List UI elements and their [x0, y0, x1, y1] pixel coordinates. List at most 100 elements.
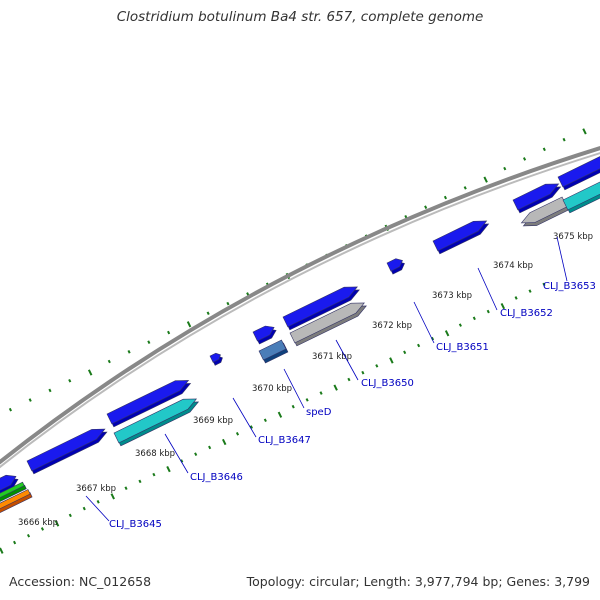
cds-arrow	[252, 325, 275, 342]
inner-tick	[375, 364, 379, 368]
outer-tick	[206, 311, 210, 316]
inner-tick	[500, 302, 506, 310]
outer-tick	[542, 147, 546, 152]
inner-tick	[180, 459, 184, 463]
inner-tick	[528, 289, 532, 293]
inner-tick	[40, 527, 45, 531]
tick-label: 3669 kbp	[193, 416, 233, 426]
gene-leader-line	[556, 236, 568, 282]
accession-label: Accession: NC_012658	[9, 574, 152, 589]
backbone-arc-inner	[0, 152, 600, 469]
inner-tick	[208, 445, 212, 450]
outer-tick	[463, 186, 467, 190]
inner-tick	[110, 493, 115, 500]
cds-arrow	[432, 220, 488, 252]
gray-feature	[289, 302, 365, 344]
gene-leader-line	[283, 368, 305, 409]
inner-tick	[361, 370, 365, 375]
cyan-feature	[113, 398, 198, 444]
cds-arrow	[106, 380, 190, 425]
inner-tick	[444, 330, 450, 337]
outer-tick	[503, 166, 507, 171]
outer-tick	[28, 398, 32, 402]
inner-tick	[417, 343, 421, 348]
tick-label: 3672 kbp	[372, 321, 412, 331]
tick-label: 3674 kbp	[493, 261, 533, 271]
gene-label: CLJ_B3651	[436, 342, 489, 353]
inner-tick	[291, 404, 295, 409]
tick-label: 3675 kbp	[553, 232, 593, 242]
tick-label: 3668 kbp	[135, 449, 175, 459]
inner-tick	[166, 466, 171, 473]
outer-tick	[186, 321, 192, 328]
outer-tick	[127, 350, 131, 354]
inner-tick	[13, 540, 17, 545]
outer-tick	[48, 388, 52, 393]
gene-label: CLJ_B3653	[543, 281, 596, 292]
inner-tick	[249, 425, 253, 429]
gene-leader-line	[85, 495, 110, 522]
cyan-feature	[562, 181, 600, 211]
cds-arrow	[0, 474, 17, 491]
outer-tick	[483, 176, 488, 183]
orange-feature	[0, 489, 31, 510]
outer-tick	[87, 369, 93, 376]
inner-tick	[305, 398, 309, 402]
tick-label: 3667 kbp	[76, 484, 116, 494]
cds-arrow	[282, 286, 358, 328]
cds-arrow	[386, 258, 403, 272]
tick-label: 3670 kbp	[252, 384, 292, 394]
inner-tick	[319, 391, 323, 395]
tick-label: 3666 kbp	[18, 518, 58, 528]
outer-tick	[147, 340, 151, 344]
inner-tick	[54, 520, 60, 527]
outer-tick	[582, 128, 587, 135]
inner-tick	[277, 411, 283, 418]
inner-tick	[430, 336, 435, 341]
outer-tick	[107, 359, 111, 364]
tick-label: 3673 kbp	[432, 291, 472, 301]
outer-tick	[424, 205, 428, 209]
gene-leader-line	[477, 267, 498, 311]
tick-label: 3671 kbp	[312, 352, 352, 362]
inner-tick	[333, 384, 338, 391]
tick-label-group: 3666 kbp 3667 kbp 3668 kbp 3669 kbp 3670 kbp…	[18, 232, 593, 528]
inner-tick	[542, 282, 546, 287]
outer-tick	[68, 378, 72, 383]
inner-tick	[347, 377, 351, 382]
inner-tick	[82, 506, 86, 511]
backbone-arc-outer	[0, 146, 600, 465]
outer-tick	[8, 407, 12, 412]
green-feature	[0, 481, 25, 498]
gene-label: CLJ_B3645	[109, 519, 162, 530]
feature-track	[0, 156, 600, 513]
outer-tick	[522, 157, 527, 161]
inner-tick	[389, 357, 394, 364]
outer-tick	[226, 301, 230, 306]
outer-tick	[562, 137, 566, 142]
inner-tick	[138, 479, 142, 484]
genome-backbone	[0, 146, 600, 469]
inner-tick	[0, 547, 4, 554]
inner-tick	[152, 472, 156, 477]
gene-leader-line	[164, 433, 189, 474]
inner-tick	[194, 452, 198, 457]
cds-arrow	[26, 428, 106, 472]
inner-tick	[458, 323, 462, 327]
inner-tick	[403, 350, 407, 355]
gene-label: speD	[306, 407, 332, 418]
gene-leader-line	[232, 397, 257, 438]
inner-tick	[486, 309, 490, 314]
map-title: Clostridium botulinum Ba4 str. 657, comp…	[116, 9, 484, 25]
inner-tick	[96, 499, 100, 504]
cds-arrow	[557, 156, 600, 188]
inner-tick	[514, 296, 518, 300]
inner-tick	[263, 418, 267, 423]
gene-leader-line	[413, 301, 435, 344]
gene-label: CLJ_B3646	[190, 472, 243, 483]
genome-summary-label: Topology: circular; Length: 3,977,794 bp…	[246, 574, 590, 589]
gene-label: CLJ_B3652	[500, 308, 553, 319]
inner-tick	[235, 432, 240, 436]
gene-label: CLJ_B3650	[361, 378, 414, 389]
